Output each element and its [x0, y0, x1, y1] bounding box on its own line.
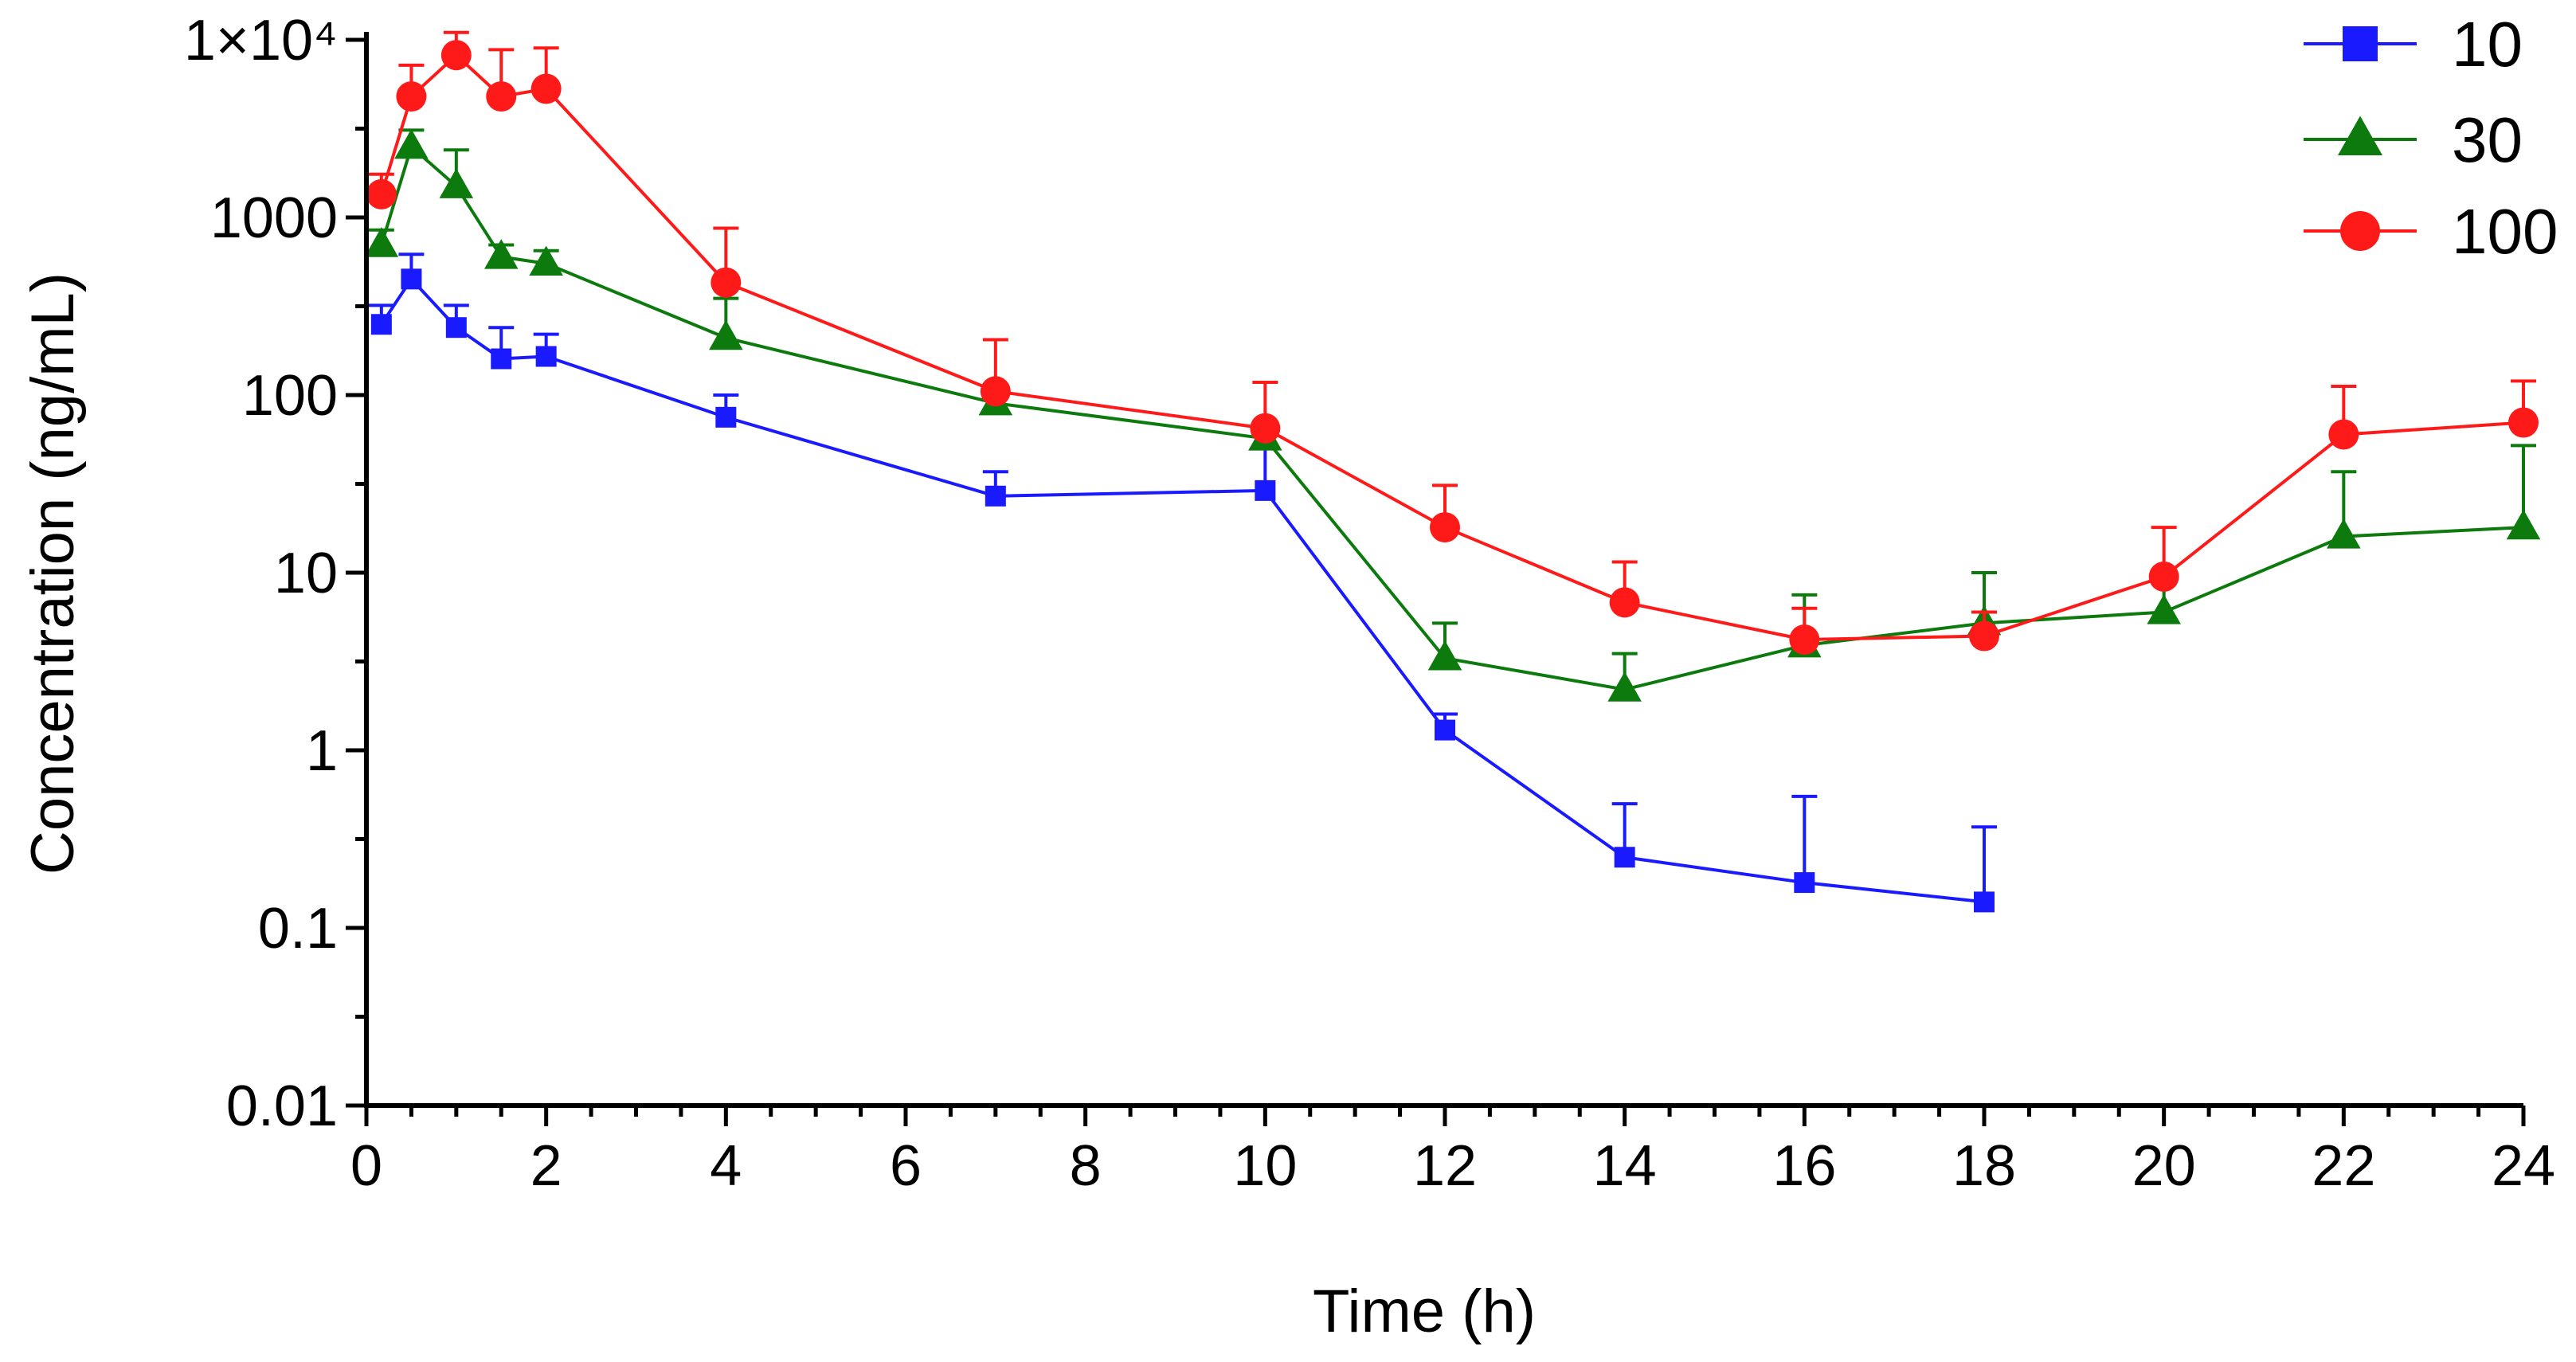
legend-item: 100 — [2304, 196, 2558, 267]
data-point — [530, 73, 562, 104]
data-point — [445, 317, 467, 339]
x-tick-label: 8 — [1070, 1134, 1102, 1198]
data-point — [364, 227, 399, 257]
data-point — [1430, 512, 1460, 543]
y-tick-label: 1000 — [210, 186, 338, 250]
data-point — [491, 348, 512, 370]
data-point — [370, 314, 392, 335]
x-tick-label: 16 — [1772, 1134, 1836, 1198]
legend-item: 10 — [2304, 9, 2523, 80]
data-point — [529, 245, 563, 276]
plot-area — [364, 30, 2541, 913]
data-point — [2328, 419, 2359, 450]
legend-label: 100 — [2452, 196, 2558, 267]
data-point — [2327, 519, 2361, 549]
data-point — [440, 40, 472, 71]
data-point — [2148, 561, 2179, 592]
x-tick-label: 2 — [530, 1134, 562, 1198]
x-axis-ticks: 0 2 4 6 8 10 12 14 16 18 20 22 24 — [350, 1106, 2555, 1198]
data-point — [2147, 594, 2181, 624]
series-30 — [364, 128, 2541, 702]
data-point — [1789, 624, 1820, 656]
data-point — [1255, 479, 1276, 501]
x-tick-label: 24 — [2492, 1134, 2555, 1198]
y-tick-label: 1 — [306, 719, 338, 783]
y-axis-ticks: 0.01 0.1 1 10 100 1000 1×10⁴ — [184, 9, 366, 1138]
series-10 — [368, 252, 1997, 913]
legend: 10 30 100 — [2304, 9, 2558, 267]
y-tick-label: 100 — [242, 364, 338, 428]
data-point — [1607, 671, 1642, 702]
x-tick-label: 22 — [2312, 1134, 2375, 1198]
data-point — [2508, 407, 2539, 438]
data-point — [715, 406, 737, 428]
data-point — [1609, 587, 1640, 618]
data-point — [985, 485, 1006, 507]
data-point — [1969, 620, 1999, 652]
y-axis-title: Concentration (ng/mL) — [19, 272, 87, 875]
data-point — [2343, 26, 2378, 61]
data-point — [366, 178, 397, 209]
data-point — [396, 81, 427, 112]
y-tick-label: 0.1 — [258, 897, 338, 961]
x-tick-label: 20 — [2132, 1134, 2196, 1198]
x-tick-label: 0 — [350, 1134, 382, 1198]
data-point — [401, 268, 422, 290]
data-point — [711, 267, 742, 298]
data-point — [1794, 872, 1815, 894]
data-point — [486, 81, 517, 112]
y-tick-label: 1×10⁴ — [184, 9, 338, 72]
data-point — [483, 239, 519, 269]
data-point — [709, 319, 743, 350]
data-point — [439, 168, 474, 198]
x-axis-title: Time (h) — [1313, 1278, 1536, 1345]
legend-label: 30 — [2452, 104, 2523, 175]
data-point — [1250, 413, 1281, 444]
x-tick-label: 18 — [1952, 1134, 2016, 1198]
x-tick-label: 6 — [890, 1134, 922, 1198]
series-line — [380, 277, 1985, 904]
data-point — [1435, 719, 1455, 741]
x-tick-label: 14 — [1593, 1134, 1657, 1198]
x-tick-label: 12 — [1413, 1134, 1477, 1198]
series-line — [379, 53, 2524, 642]
data-point — [2340, 211, 2380, 251]
y-tick-label: 0.01 — [226, 1074, 338, 1138]
data-point — [394, 128, 429, 159]
data-point — [2338, 115, 2382, 155]
data-point — [980, 376, 1011, 407]
data-point — [1974, 891, 1995, 913]
series-100 — [366, 30, 2539, 656]
data-point — [1427, 640, 1462, 671]
data-point — [1614, 847, 1635, 868]
x-tick-label: 4 — [710, 1134, 742, 1198]
y-tick-label: 10 — [274, 542, 338, 605]
data-point — [2506, 509, 2541, 540]
legend-label: 10 — [2452, 9, 2523, 80]
series-line — [379, 145, 2524, 691]
x-tick-label: 10 — [1233, 1134, 1297, 1198]
legend-item: 30 — [2304, 104, 2523, 175]
data-point — [535, 346, 557, 367]
